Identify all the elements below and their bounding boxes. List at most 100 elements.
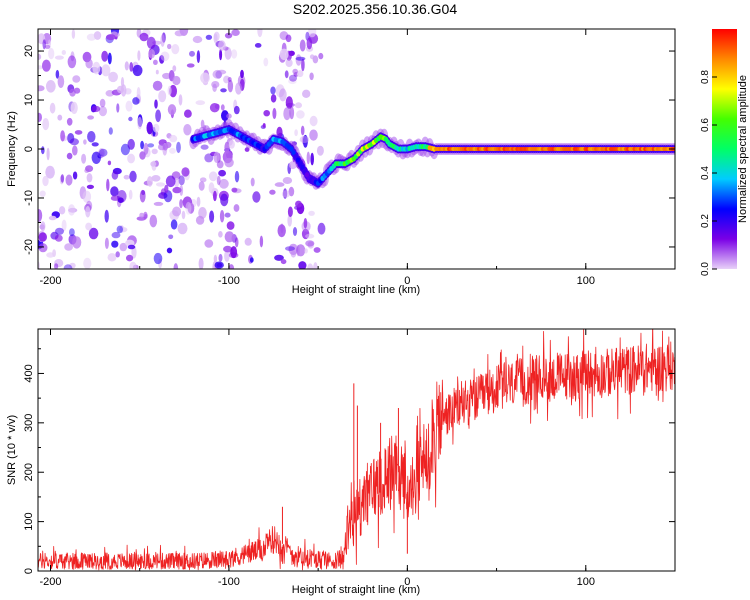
noise-blob [263, 110, 271, 117]
noise-blob [155, 109, 162, 123]
noise-blob [117, 190, 127, 203]
noise-blob [48, 39, 51, 47]
noise-blob [38, 112, 42, 122]
snr-marks [38, 329, 675, 571]
noise-blob [224, 141, 230, 154]
noise-blob [66, 152, 73, 160]
noise-blob [185, 201, 192, 215]
noise-blob [111, 170, 119, 180]
noise-blob [54, 55, 64, 60]
noise-blob [72, 171, 78, 180]
noise-blob [317, 222, 326, 235]
noise-blob [83, 257, 92, 269]
noise-blob [88, 227, 99, 240]
noise-blob [205, 34, 213, 40]
noise-blob [81, 153, 87, 164]
noise-blob [125, 239, 135, 247]
noise-blob [159, 55, 165, 64]
noise-blob [170, 219, 178, 230]
noise-blob [86, 184, 94, 189]
ridge-core [304, 172, 310, 178]
noise-blob [288, 186, 295, 197]
noise-blob [214, 261, 224, 269]
noise-blob [57, 114, 63, 121]
noise-blob [65, 174, 73, 186]
noise-blob [287, 214, 293, 227]
noise-blob [199, 177, 207, 183]
noise-blob [153, 59, 158, 65]
spectrogram-x-tick-label: 0 [404, 275, 410, 287]
spectrogram-ridge [189, 119, 675, 190]
noise-blob [226, 113, 232, 119]
spectrogram-y-tick-label: 0 [23, 146, 35, 152]
noise-blob [54, 234, 63, 242]
noise-blob [299, 39, 306, 52]
noise-blob [284, 70, 289, 79]
noise-blob [310, 152, 315, 166]
noise-blob [45, 80, 56, 93]
noise-blob [287, 206, 293, 218]
noise-blob [292, 227, 298, 236]
noise-blob [158, 90, 167, 103]
noise-blob [153, 252, 163, 265]
snr-series-line [38, 329, 675, 571]
noise-blob [224, 231, 235, 243]
noise-blob [67, 55, 77, 69]
noise-blob [302, 89, 311, 99]
noise-blob [231, 187, 238, 193]
noise-blob [38, 85, 45, 92]
noise-blob [224, 157, 234, 168]
noise-blob [220, 104, 225, 111]
noise-blob [137, 116, 143, 130]
noise-blob [282, 177, 293, 184]
noise-blob [213, 254, 218, 263]
noise-blob [263, 57, 269, 67]
noise-blob [61, 50, 66, 55]
noise-blob [187, 202, 195, 214]
noise-blob [69, 88, 76, 97]
noise-blob [72, 145, 78, 156]
noise-blob [309, 72, 314, 81]
noise-blob [254, 43, 262, 48]
noise-blob [41, 146, 45, 155]
noise-blob [165, 175, 176, 188]
noise-blob [195, 215, 205, 225]
snr-frame [37, 328, 676, 572]
noise-blob [141, 190, 146, 196]
colorbar-tick-label: 0.6 [700, 118, 711, 132]
noise-blob [69, 138, 80, 146]
noise-blob [231, 49, 238, 59]
colorbar-label: Normalized spectral amplitude [737, 75, 749, 223]
noise-blob [151, 175, 161, 182]
noise-blob [92, 61, 101, 75]
noise-blob [240, 69, 244, 79]
spectrogram-x-tick-label: 100 [577, 275, 595, 287]
noise-blob [301, 58, 305, 72]
noise-blob [38, 243, 48, 253]
noise-blob [58, 206, 66, 215]
noise-blob [108, 71, 118, 83]
noise-blob [227, 77, 232, 82]
noise-blob [259, 235, 264, 248]
noise-blob [198, 257, 204, 269]
noise-blob [295, 102, 302, 109]
noise-blob [93, 31, 102, 40]
noise-blob [195, 100, 206, 106]
colorbar-tick-label: 0.0 [700, 262, 711, 276]
noise-blob [270, 94, 277, 103]
noise-blob [164, 184, 169, 194]
noise-blob [169, 134, 178, 143]
noise-blob [285, 58, 293, 68]
noise-blob [178, 175, 185, 186]
noise-blob [172, 65, 177, 72]
noise-blob [150, 161, 157, 167]
noise-blob [294, 129, 298, 137]
noise-blob [139, 32, 149, 42]
noise-blob [200, 144, 209, 150]
noise-blob [296, 244, 306, 257]
noise-blob [244, 237, 252, 246]
noise-blob [309, 129, 318, 141]
noise-blob [166, 247, 173, 254]
noise-blob [148, 49, 156, 59]
noise-blob [57, 75, 65, 88]
